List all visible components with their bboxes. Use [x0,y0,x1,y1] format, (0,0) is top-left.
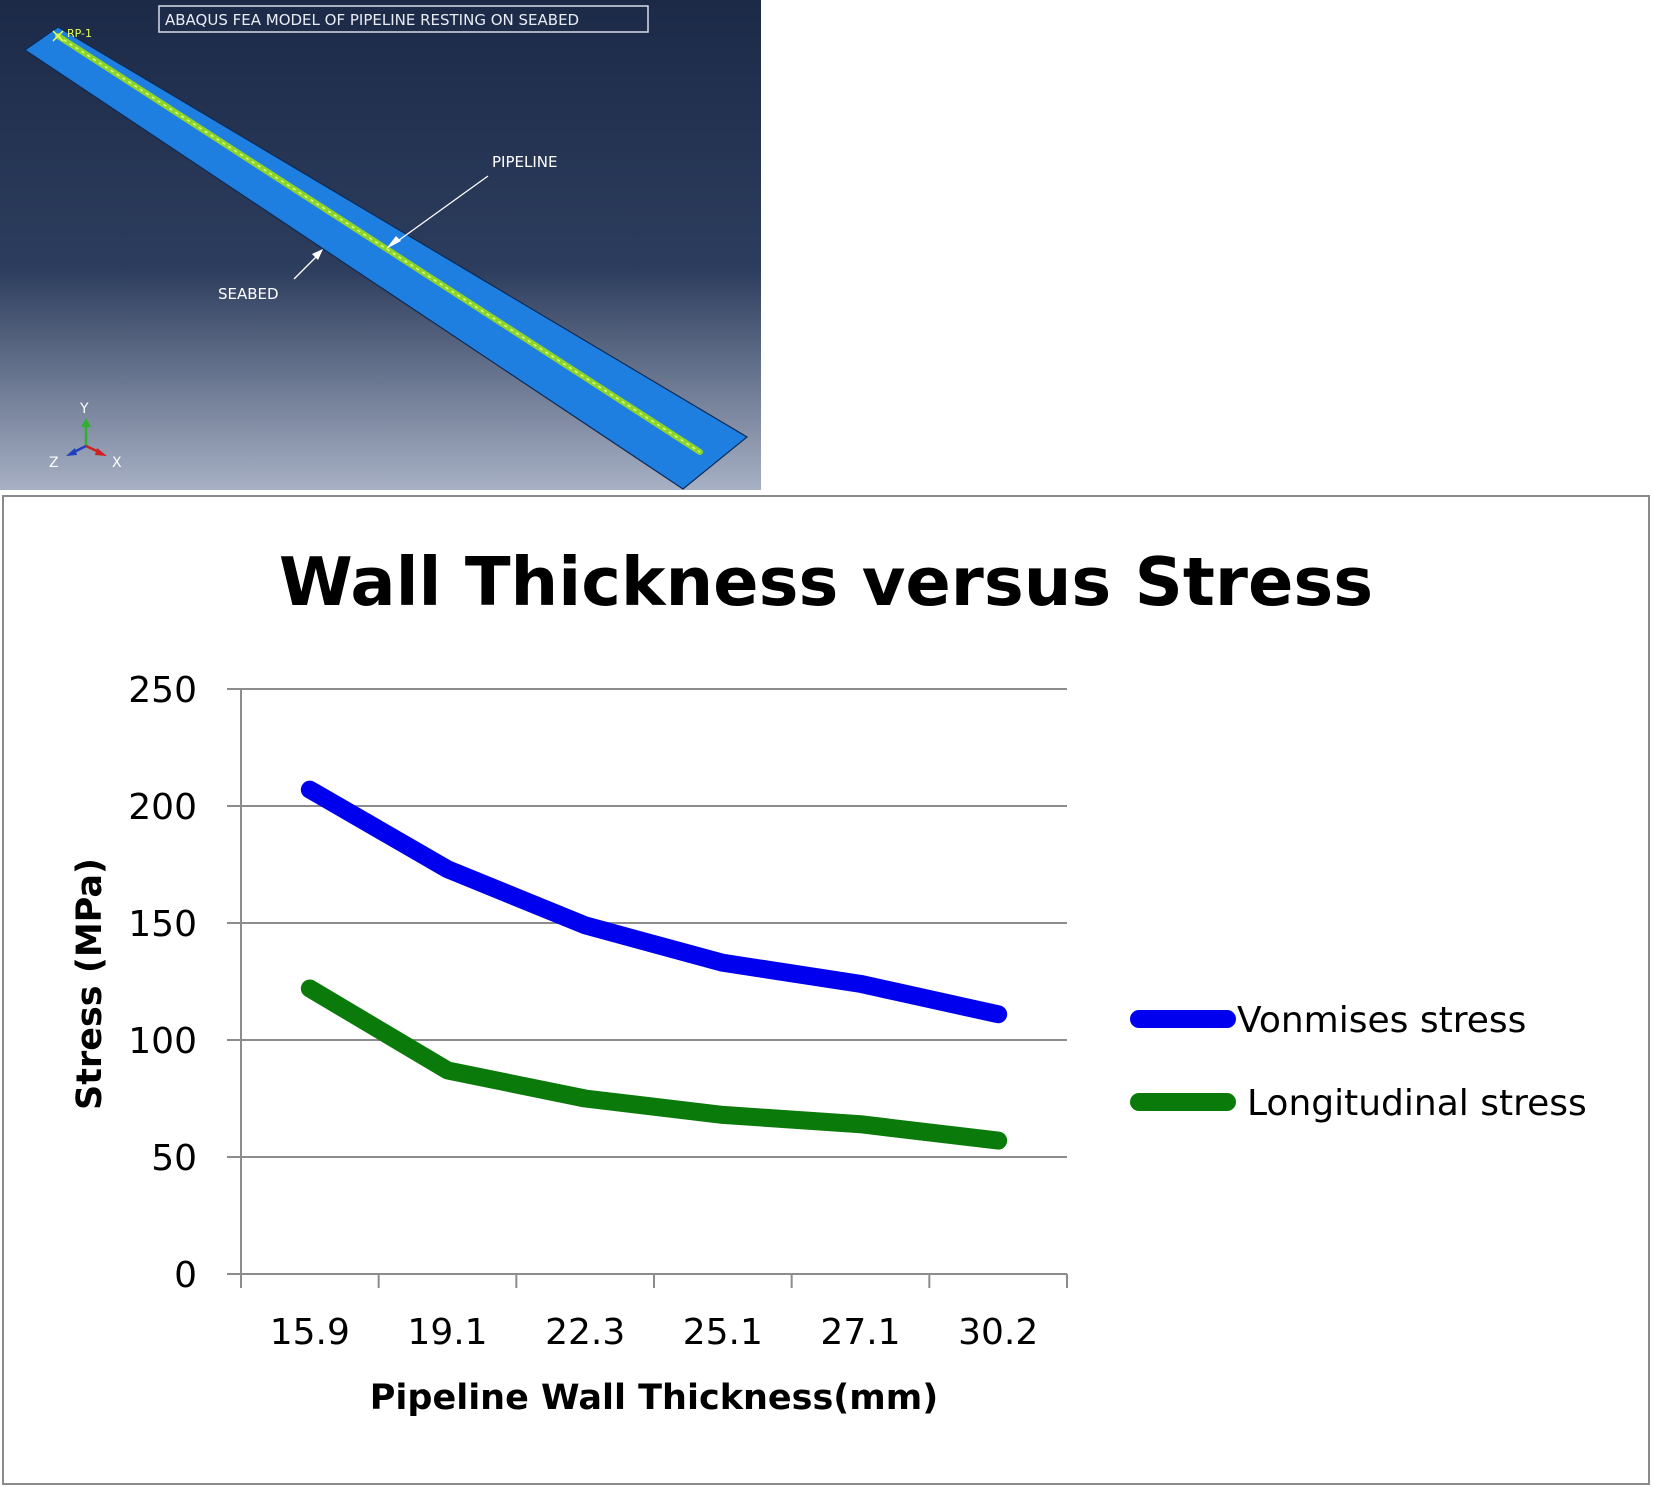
seabed-label: SEABED [218,285,279,303]
axis-y-label: Y [79,401,89,417]
grid [241,688,1067,1158]
y-tick-label: 50 [151,1138,197,1179]
x-tick-label: 15.9 [270,1312,350,1353]
axis-z-label: Z [49,455,59,471]
x-tick-label: 27.1 [820,1312,900,1353]
axis-triad [66,418,107,456]
pipeline-arrow [394,175,489,244]
legend-label: Longitudinal stress [1247,1083,1587,1124]
chart-border [2,495,1650,1485]
x-tick-label: 30.2 [958,1312,1038,1353]
y-tick-label: 0 [174,1255,197,1296]
seabed-arrow-head [312,249,323,260]
x-tick-label: 22.3 [545,1312,625,1353]
y-tick-label: 150 [128,904,197,945]
model-title-box [158,5,649,33]
pipeline-highlight [57,35,701,453]
axis-x-label: X [112,455,122,471]
x-tick-label: 25.1 [683,1312,763,1353]
legend: Vonmises stress Longitudinal stress [1130,1000,1587,1124]
legend-label: Vonmises stress [1237,1000,1526,1041]
y-axis-title: Stress (MPa) [70,858,110,1110]
y-tick-label: 200 [128,787,197,828]
seabed-arrow [293,254,319,280]
chart-title: Wall Thickness versus Stress [279,543,1373,621]
reference-point-label: RP-1 [67,27,92,40]
axes: 0 50 100 150 200 250 15.9 19.1 22.3 25.1 27.1 30.2 [128,670,1068,1353]
series-line-2 [300,979,1008,1150]
model-title: ABAQUS FEA MODEL OF PIPELINE RESTING ON … [165,11,579,29]
fea-model-view: ABAQUS FEA MODEL OF PIPELINE RESTING ON … [0,0,761,490]
pipeline-arrow-head [386,236,401,249]
y-tick-label: 250 [128,670,197,711]
y-tick-label: 100 [128,1021,197,1062]
reference-point-marker [52,30,64,42]
stress-chart: Wall Thickness versus Stress 0 50 100 150 20… [2,495,1650,1485]
series [300,780,1008,1150]
x-tick-label: 19.1 [407,1312,487,1353]
series-line-1 [300,780,1008,1024]
pipeline-label: PIPELINE [492,153,557,171]
x-axis-title: Pipeline Wall Thickness(mm) [370,1378,939,1418]
seabed-plate [23,26,749,490]
